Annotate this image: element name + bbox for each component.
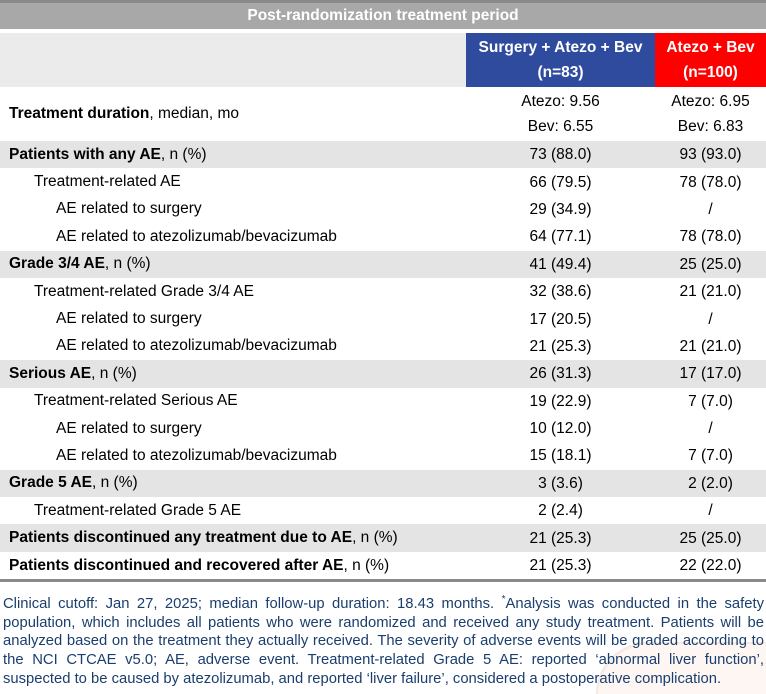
table-row: AE related to atezolizumab/bevacizumab 21… — [0, 333, 766, 360]
table-row: Treatment duration, median, mo Atezo: 9.5… — [0, 87, 766, 141]
value-atezo-bev: 21 (21.0) — [679, 283, 742, 301]
row-label: Treatment-related Serious AE — [34, 392, 238, 410]
row-label: Treatment-related AE — [34, 173, 181, 191]
value-surgery-atezo-bev: 17 (20.5) — [529, 310, 592, 328]
table-row: AE related to surgery 17 (20.5) / — [0, 305, 766, 332]
row-label: Patients discontinued any treatment due … — [9, 529, 398, 547]
value-surgery-atezo-bev: 10 (12.0) — [529, 420, 592, 438]
value-surgery-atezo-bev: 21 (25.3) — [529, 337, 592, 355]
table-row: AE related to surgery 29 (34.9) / — [0, 196, 766, 223]
value-surgery-atezo-bev: 64 (77.1) — [529, 228, 592, 246]
table-row: Treatment-related Grade 3/4 AE 32 (38.6) 2… — [0, 278, 766, 305]
value-surgery-atezo-bev: 21 (25.3) — [529, 529, 592, 547]
table-row: AE related to atezolizumab/bevacizumab 64… — [0, 223, 766, 250]
value-surgery-atezo-bev: 2 (2.4) — [538, 502, 583, 520]
value-atezo-bev: 78 (78.0) — [679, 228, 742, 246]
row-label: Grade 5 AE, n (%) — [9, 474, 138, 492]
ae-table: Post-randomization treatment period Surg… — [0, 0, 766, 583]
value-atezo-bev: / — [708, 420, 713, 438]
table-row: Treatment-related AE 66 (79.5) 78 (78.0) — [0, 168, 766, 195]
row-label: Patients with any AE, n (%) — [9, 145, 207, 163]
table-row: Treatment-related Serious AE 19 (22.9) 7 (… — [0, 388, 766, 415]
value-atezo-bev: 25 (25.0) — [679, 529, 742, 547]
table-row: Grade 5 AE, n (%) 3 (3.6) 2 (2.0) — [0, 469, 766, 498]
table-row: AE related to surgery 10 (12.0) / — [0, 415, 766, 442]
table-row: Patients discontinued any treatment due … — [0, 524, 766, 552]
table-row: AE related to atezolizumab/bevacizumab 15… — [0, 442, 766, 469]
table-row: Treatment-related Grade 5 AE 2 (2.4) / — [0, 497, 766, 524]
arm2-n: (n=100) — [683, 64, 738, 81]
footnote-pre: Clinical cutoff: Jan 27, 2025; median fo… — [3, 596, 502, 613]
corner-watermark — [596, 642, 766, 694]
value-atezo-bev: 2 (2.0) — [688, 474, 733, 492]
value-surgery-atezo-bev: Atezo: 9.56 Bev: 6.55 — [521, 93, 600, 135]
header-empty-cell — [0, 33, 466, 87]
row-label: Treatment-related Grade 3/4 AE — [34, 282, 254, 300]
value-surgery-atezo-bev: 15 (18.1) — [529, 447, 592, 465]
value-atezo-bev: 93 (93.0) — [679, 146, 742, 164]
row-label: AE related to surgery — [56, 200, 202, 218]
row-label: Serious AE, n (%) — [9, 364, 137, 382]
title-gap — [0, 29, 766, 33]
table-row: Patients with any AE, n (%) 73 (88.0) 93 (… — [0, 141, 766, 169]
row-label: Treatment-related Grade 5 AE — [34, 501, 242, 519]
value-surgery-atezo-bev: 3 (3.6) — [538, 474, 583, 492]
table-bottom-rule — [0, 579, 766, 583]
table-row: Grade 3/4 AE, n (%) 41 (49.4) 25 (25.0) — [0, 250, 766, 278]
row-label: AE related to atezolizumab/bevacizumab — [56, 337, 337, 355]
value-surgery-atezo-bev: 19 (22.9) — [529, 392, 592, 410]
value-atezo-bev: 17 (17.0) — [679, 365, 742, 383]
value-surgery-atezo-bev: 32 (38.6) — [529, 283, 592, 301]
value-atezo-bev: 7 (7.0) — [688, 447, 733, 465]
value-atezo-bev: / — [708, 502, 713, 520]
row-label: Grade 3/4 AE, n (%) — [9, 255, 151, 273]
value-atezo-bev: Atezo: 6.95 Bev: 6.83 — [671, 93, 750, 135]
value-atezo-bev: 25 (25.0) — [679, 255, 742, 273]
table-header-row: Surgery + Atezo + Bev (n=83) Atezo + Bev… — [0, 33, 766, 87]
row-label: AE related to surgery — [56, 419, 202, 437]
column-header-surgery-atezo-bev: Surgery + Atezo + Bev (n=83) — [466, 33, 655, 87]
value-surgery-atezo-bev: 26 (31.3) — [529, 365, 592, 383]
table-row: Serious AE, n (%) 26 (31.3) 17 (17.0) — [0, 360, 766, 388]
value-atezo-bev: / — [708, 200, 713, 218]
value-atezo-bev: 78 (78.0) — [679, 173, 742, 191]
value-atezo-bev: 22 (22.0) — [679, 557, 742, 575]
row-label: AE related to atezolizumab/bevacizumab — [56, 446, 337, 464]
value-surgery-atezo-bev: 73 (88.0) — [529, 146, 592, 164]
row-label: AE related to surgery — [56, 310, 202, 328]
table-title: Post-randomization treatment period — [0, 0, 766, 29]
value-surgery-atezo-bev: 41 (49.4) — [529, 255, 592, 273]
footnote: Clinical cutoff: Jan 27, 2025; median fo… — [0, 595, 766, 688]
table-row: Patients discontinued and recovered afte… — [0, 552, 766, 579]
arm1-n: (n=83) — [537, 64, 584, 81]
row-label: Treatment duration, median, mo — [9, 105, 239, 122]
value-surgery-atezo-bev: 66 (79.5) — [529, 173, 592, 191]
arm1-name: Surgery + Atezo + Bev — [478, 39, 643, 56]
column-header-atezo-bev: Atezo + Bev (n=100) — [655, 33, 766, 87]
value-atezo-bev: 7 (7.0) — [688, 392, 733, 410]
value-atezo-bev: 21 (21.0) — [679, 337, 742, 355]
arm2-name: Atezo + Bev — [666, 39, 755, 56]
footnote-asterisk: * — [501, 594, 506, 606]
value-surgery-atezo-bev: 21 (25.3) — [529, 557, 592, 575]
table-body: Treatment duration, median, mo Atezo: 9.5… — [0, 87, 766, 579]
row-label: Patients discontinued and recovered afte… — [9, 556, 390, 574]
row-label: AE related to atezolizumab/bevacizumab — [56, 227, 337, 245]
footnote-post: Analysis was conducted in the safety pop… — [3, 596, 764, 687]
value-surgery-atezo-bev: 29 (34.9) — [529, 200, 592, 218]
value-atezo-bev: / — [708, 310, 713, 328]
